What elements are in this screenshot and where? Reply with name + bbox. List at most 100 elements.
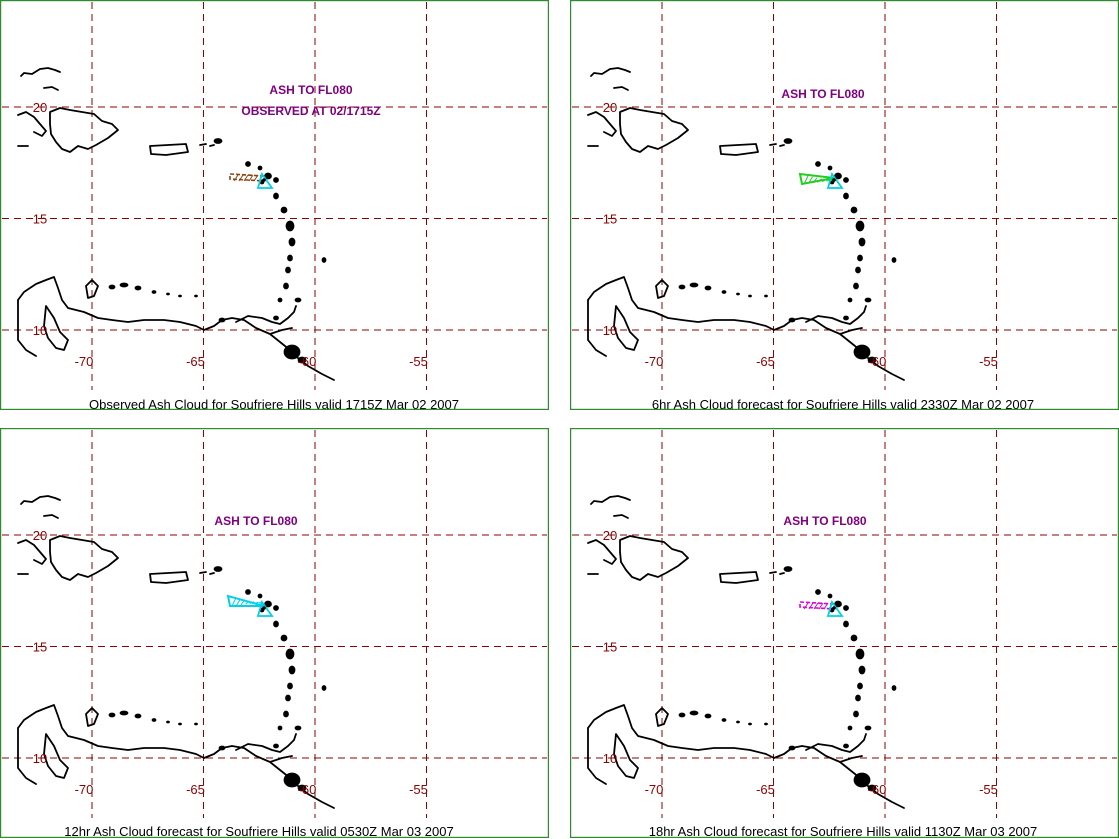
volcano-point bbox=[262, 178, 266, 182]
island bbox=[843, 177, 849, 183]
ash-hatch bbox=[813, 602, 819, 610]
island bbox=[294, 725, 302, 731]
island bbox=[853, 710, 859, 718]
coastline-path bbox=[590, 495, 631, 505]
coastline-path bbox=[587, 111, 617, 137]
coastline-path bbox=[779, 572, 785, 575]
island bbox=[843, 743, 849, 749]
island bbox=[151, 290, 157, 294]
panel-18hr-forecast: -70 -65 -60 -55 20 15 10 ASH TO FL080 18hr Ash… bbox=[570, 428, 1119, 838]
island bbox=[843, 620, 849, 628]
island bbox=[218, 317, 226, 323]
lat-tick-label: 20 bbox=[33, 100, 47, 115]
lat-tick-label: 15 bbox=[33, 212, 47, 227]
lon-tick-label: -55 bbox=[979, 354, 998, 369]
island bbox=[783, 566, 793, 572]
coastlines bbox=[587, 495, 905, 809]
lon-tick-label: -60 bbox=[298, 782, 317, 797]
coastline-path bbox=[719, 143, 759, 156]
lon-tick-label: -55 bbox=[409, 782, 428, 797]
coastline-path bbox=[590, 67, 631, 77]
island bbox=[194, 294, 198, 298]
lat-tick-label: 10 bbox=[33, 751, 47, 766]
island bbox=[166, 720, 170, 724]
panel-frame bbox=[570, 0, 1119, 410]
island bbox=[273, 177, 279, 183]
panel-frame bbox=[0, 0, 549, 410]
coastline-path bbox=[839, 755, 863, 763]
island bbox=[297, 784, 307, 792]
island bbox=[178, 722, 182, 726]
ash-cloud bbox=[226, 594, 274, 617]
island bbox=[273, 605, 279, 611]
island bbox=[783, 138, 793, 144]
lat-tick-label: 10 bbox=[603, 751, 617, 766]
island bbox=[280, 206, 288, 214]
island bbox=[857, 682, 863, 690]
lat-tick-label: 20 bbox=[603, 528, 617, 543]
island bbox=[288, 237, 296, 247]
island bbox=[891, 685, 897, 691]
island bbox=[855, 694, 861, 702]
coastline-path bbox=[17, 539, 47, 565]
ash-hatch bbox=[248, 174, 254, 182]
coastline-path bbox=[20, 67, 61, 77]
island bbox=[245, 161, 251, 167]
coastline-path bbox=[149, 571, 189, 584]
lon-tick-label: -65 bbox=[186, 354, 205, 369]
island bbox=[285, 266, 291, 274]
coastline-path bbox=[805, 733, 867, 753]
island bbox=[736, 720, 740, 724]
panel-6hr-forecast: -70 -65 -60 -55 20 15 10 ASH TO FL080 6hr Ash … bbox=[570, 0, 1119, 410]
lat-lon-grid bbox=[2, 2, 547, 390]
ash-hatch bbox=[817, 178, 822, 183]
island bbox=[853, 282, 859, 290]
island bbox=[827, 593, 833, 599]
coastline-path bbox=[43, 733, 69, 779]
coastline-path bbox=[655, 707, 669, 727]
island bbox=[867, 784, 877, 792]
island bbox=[843, 315, 849, 321]
coastline-path bbox=[17, 299, 37, 357]
island bbox=[678, 712, 686, 718]
island bbox=[283, 710, 289, 718]
ash-hatch bbox=[823, 602, 829, 610]
ash-hatch bbox=[803, 602, 809, 610]
grid-tick-labels: -70 -65 -60 -55 20 15 10 bbox=[603, 100, 998, 369]
coastline-path bbox=[49, 535, 119, 581]
coastline-path bbox=[587, 704, 905, 809]
island bbox=[864, 725, 872, 731]
island bbox=[847, 297, 853, 303]
volcano-point bbox=[832, 606, 836, 610]
coastline-path bbox=[769, 143, 777, 146]
coastline-path bbox=[85, 707, 99, 727]
island bbox=[689, 710, 699, 716]
coastline-path bbox=[43, 86, 59, 91]
lat-tick-label: 15 bbox=[603, 212, 617, 227]
coastline-path bbox=[839, 327, 863, 335]
coastline-path bbox=[149, 143, 189, 156]
coastline-path bbox=[43, 305, 69, 351]
ash-hatch bbox=[240, 599, 246, 606]
vent-marker bbox=[826, 599, 844, 617]
lon-tick-label: -65 bbox=[756, 782, 775, 797]
island bbox=[283, 282, 289, 290]
coastline-path bbox=[613, 733, 639, 779]
island bbox=[321, 685, 327, 691]
lat-tick-label: 10 bbox=[33, 323, 47, 338]
grid-tick-labels: -70 -65 -60 -55 20 15 10 bbox=[33, 100, 428, 369]
island bbox=[843, 192, 849, 200]
island bbox=[166, 292, 170, 296]
ash-cloud-outline bbox=[799, 601, 835, 610]
ash-hatch bbox=[253, 174, 259, 182]
coastline-path bbox=[209, 144, 215, 147]
island bbox=[704, 285, 712, 291]
volcano-point bbox=[832, 178, 836, 182]
island bbox=[855, 220, 865, 232]
island bbox=[119, 282, 129, 288]
ash-cloud-outline bbox=[229, 173, 265, 182]
ash-cloud-outline bbox=[798, 172, 835, 186]
ash-map-18hr: -70 -65 -60 -55 20 15 10 ASH TO FL080 18hr Ash… bbox=[570, 428, 1119, 838]
island bbox=[855, 266, 861, 274]
lat-tick-label: 20 bbox=[33, 528, 47, 543]
